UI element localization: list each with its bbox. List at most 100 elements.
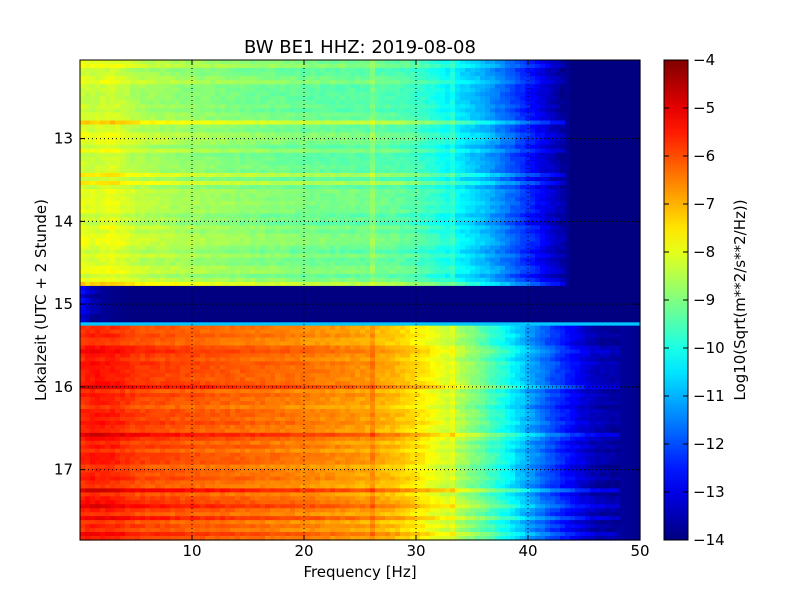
heatmap-cell: [505, 120, 511, 126]
heatmap-cell: [245, 132, 251, 138]
heatmap-cell: [320, 116, 326, 122]
heatmap-cell: [460, 104, 466, 110]
heatmap-cell: [110, 72, 116, 77]
heatmap-cell: [510, 160, 516, 166]
heatmap-cell: [225, 148, 231, 154]
heatmap-cell: [480, 213, 486, 218]
heatmap-cell: [290, 221, 296, 227]
heatmap-cell: [325, 221, 331, 227]
heatmap-cell: [250, 72, 256, 77]
heatmap-cell: [85, 72, 91, 77]
heatmap-cell: [355, 225, 361, 231]
heatmap-cell: [525, 128, 531, 134]
heatmap-cell: [525, 193, 531, 198]
heatmap-cell: [310, 221, 316, 227]
heatmap-cell: [535, 104, 541, 110]
heatmap-cell: [605, 68, 611, 73]
heatmap-cell: [560, 144, 566, 150]
heatmap-cell: [405, 185, 411, 190]
heatmap-cell: [370, 168, 376, 174]
heatmap-cell: [425, 64, 431, 69]
heatmap-cell: [120, 160, 126, 166]
heatmap-cell: [165, 168, 171, 174]
heatmap-cell: [185, 120, 191, 126]
heatmap-cell: [90, 108, 96, 114]
heatmap-cell: [80, 108, 86, 114]
heatmap-cell: [580, 68, 586, 73]
heatmap-cell: [120, 120, 126, 126]
heatmap-cell: [260, 205, 266, 210]
heatmap-cell: [455, 140, 461, 146]
heatmap-cell: [550, 181, 556, 186]
heatmap-cell: [430, 156, 436, 162]
heatmap-cell: [380, 116, 386, 122]
heatmap-cell: [80, 164, 86, 170]
heatmap-cell: [145, 229, 151, 235]
heatmap-cell: [595, 104, 601, 110]
heatmap-cell: [80, 225, 86, 231]
heatmap-cell: [500, 92, 506, 97]
heatmap-cell: [430, 108, 436, 114]
heatmap-cell: [150, 80, 156, 85]
heatmap-cell: [180, 68, 186, 73]
heatmap-cell: [415, 229, 421, 235]
heatmap-cell: [180, 229, 186, 235]
heatmap-cell: [545, 72, 551, 77]
heatmap-cell: [285, 177, 291, 182]
heatmap-cell: [420, 100, 426, 105]
heatmap-cell: [585, 177, 591, 182]
heatmap-cell: [415, 64, 421, 69]
heatmap-cell: [335, 104, 341, 110]
heatmap-cell: [520, 136, 526, 142]
heatmap-cell: [330, 72, 336, 77]
heatmap-cell: [165, 68, 171, 73]
heatmap-cell: [480, 233, 486, 239]
heatmap-cell: [100, 213, 106, 218]
heatmap-cell: [125, 160, 131, 166]
heatmap-cell: [100, 205, 106, 210]
heatmap-cell: [190, 164, 196, 170]
heatmap-cell: [225, 144, 231, 150]
heatmap-cell: [440, 185, 446, 190]
heatmap-cell: [320, 104, 326, 110]
heatmap-cell: [630, 213, 636, 218]
heatmap-cell: [175, 181, 181, 186]
heatmap-cell: [575, 116, 581, 122]
heatmap-cell: [275, 140, 281, 146]
heatmap-cell: [300, 181, 306, 186]
heatmap-cell: [195, 132, 201, 138]
heatmap-cell: [230, 237, 236, 243]
heatmap-cell: [100, 177, 106, 182]
heatmap-cell: [585, 124, 591, 130]
heatmap-cell: [525, 221, 531, 227]
heatmap-cell: [245, 172, 251, 178]
heatmap-cell: [555, 60, 561, 65]
heatmap-cell: [480, 72, 486, 77]
heatmap-cell: [190, 201, 196, 206]
heatmap-cell: [440, 104, 446, 110]
heatmap-cell: [130, 209, 136, 214]
heatmap-cell: [290, 233, 296, 239]
heatmap-cell: [90, 96, 96, 101]
heatmap-cell: [455, 96, 461, 101]
heatmap-cell: [185, 116, 191, 122]
heatmap-cell: [530, 164, 536, 170]
heatmap-cell: [465, 124, 471, 130]
heatmap-cell: [215, 156, 221, 162]
heatmap-cell: [595, 225, 601, 231]
heatmap-cell: [545, 164, 551, 170]
heatmap-cell: [325, 140, 331, 146]
heatmap-cell: [175, 132, 181, 138]
heatmap-cell: [520, 80, 526, 85]
heatmap-cell: [285, 193, 291, 198]
heatmap-cell: [450, 189, 456, 194]
heatmap-cell: [230, 108, 236, 114]
heatmap-cell: [590, 128, 596, 134]
heatmap-cell: [125, 72, 131, 77]
heatmap-cell: [425, 189, 431, 194]
heatmap-cell: [625, 112, 631, 118]
heatmap-cell: [235, 237, 241, 243]
heatmap-cell: [585, 64, 591, 69]
heatmap-cell: [240, 193, 246, 198]
heatmap-cell: [605, 140, 611, 146]
